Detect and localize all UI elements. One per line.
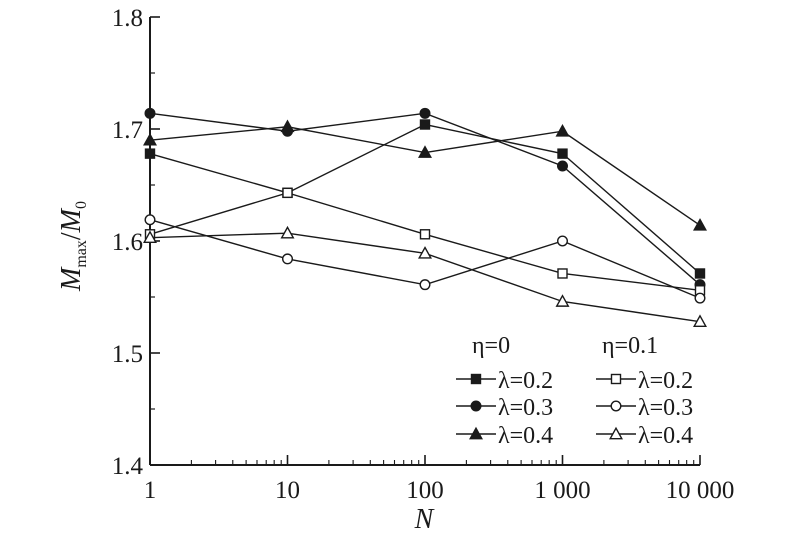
data-point xyxy=(280,119,295,133)
legend-marker xyxy=(609,426,623,440)
data-point xyxy=(282,187,293,199)
y-tick-label: 1.4 xyxy=(112,453,144,480)
x-tick-label: 10 000 xyxy=(666,477,735,504)
data-point xyxy=(419,107,431,119)
data-point xyxy=(282,253,294,265)
legend-label: λ=0.3 xyxy=(638,395,693,421)
legend: η=0 η=0.1λ=0.2λ=0.3λ=0.4λ=0.2λ=0.3λ=0.4 xyxy=(456,333,693,449)
data-point xyxy=(144,107,156,119)
data-point xyxy=(693,218,707,231)
data-point xyxy=(555,294,570,307)
legend-group-title: η=0 xyxy=(472,333,510,359)
legend-marker xyxy=(610,400,622,412)
series-eta0-circle xyxy=(144,107,706,291)
data-point xyxy=(419,229,431,240)
y-label-main: M xyxy=(56,266,87,292)
series-line xyxy=(149,192,701,291)
svg-text:Mmax/M0: Mmax/M0 xyxy=(56,201,90,292)
y-axis-label: Mmax/M0 xyxy=(56,201,90,292)
legend-marker xyxy=(470,373,482,385)
series-eta01-triangle xyxy=(143,225,707,327)
legend-marker xyxy=(470,400,482,412)
legend-label: λ=0.2 xyxy=(638,368,693,394)
series-eta01-circle xyxy=(144,214,706,304)
data-point xyxy=(557,268,568,279)
x-tick-label: 1 xyxy=(144,477,157,504)
legend-marker xyxy=(610,373,622,385)
data-point xyxy=(557,235,569,247)
data-point xyxy=(418,145,432,158)
series-line xyxy=(149,112,701,286)
data-point xyxy=(144,148,156,159)
legend-label: λ=0.4 xyxy=(638,423,693,449)
data-point xyxy=(144,214,156,226)
data-point xyxy=(694,292,706,304)
legend-group-title: η=0.1 xyxy=(602,333,658,359)
series-layer xyxy=(143,107,707,327)
axes xyxy=(149,17,700,466)
y-label-sub2: 0 xyxy=(73,201,90,209)
data-point xyxy=(418,246,432,259)
x-tick-label: 10 xyxy=(275,477,300,504)
y-label-sub1: max xyxy=(73,240,90,268)
legend-label: λ=0.2 xyxy=(498,368,553,394)
legend-marker xyxy=(469,426,483,440)
y-label-main2: M xyxy=(56,207,87,233)
legend-label: λ=0.4 xyxy=(498,423,553,449)
series-eta0-triangle xyxy=(143,119,707,231)
data-point xyxy=(419,279,431,291)
data-point xyxy=(694,268,706,279)
y-tick-label: 1.8 xyxy=(112,5,143,32)
data-point xyxy=(280,225,295,239)
y-tick-label: 1.7 xyxy=(112,117,143,144)
y-label-sep: / xyxy=(56,232,87,240)
data-point xyxy=(557,160,569,172)
x-tick-label: 100 xyxy=(406,477,444,504)
data-point xyxy=(693,314,707,327)
data-point xyxy=(557,148,568,159)
x-tick-label: 1 000 xyxy=(534,477,590,504)
y-tick-label: 1.5 xyxy=(112,341,143,368)
data-point xyxy=(555,123,570,137)
data-point xyxy=(419,119,431,130)
series-line xyxy=(149,126,701,226)
data-point xyxy=(143,132,157,146)
y-tick-label: 1.6 xyxy=(112,229,143,256)
data-point xyxy=(143,230,157,243)
ticks: 1.4 1.5 1.6 1.7 1.8 1 10 100 1 000 10 000 xyxy=(112,5,735,504)
legend-label: λ=0.3 xyxy=(498,395,553,421)
x-axis-label: N xyxy=(414,504,435,535)
